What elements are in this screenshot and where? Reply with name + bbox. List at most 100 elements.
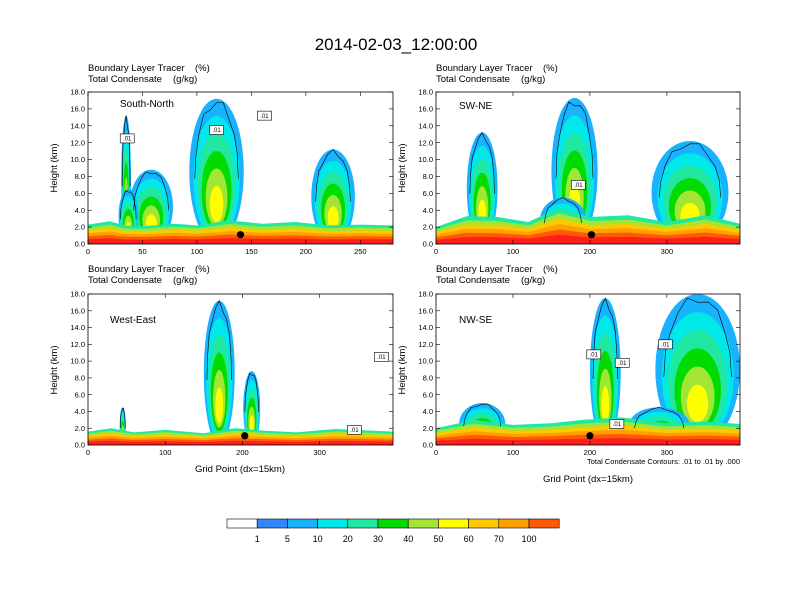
x-tick-label: 200 <box>300 247 313 256</box>
y-tick-label: 18.0 <box>418 88 433 97</box>
colorbar-bin-4 <box>347 518 379 529</box>
panel-subtitle-condensate-unit: (g/kg) <box>173 275 197 286</box>
contour-label-box-0 <box>586 349 602 360</box>
plot-frame <box>435 293 741 446</box>
condensate-contour-1 <box>663 297 732 378</box>
chart-title: 2014-02-03_12:00:00 <box>315 35 478 54</box>
y-tick-label: 18.0 <box>70 290 85 299</box>
colorbar: 1 5 10 20 30 40 50 60 70 100 <box>226 518 560 544</box>
contour-label-box-1 <box>347 425 362 435</box>
x-tick-label: 0 <box>434 448 438 457</box>
x-axis-label: Grid Point (dx=15km) <box>195 464 285 475</box>
condensate-contour-0 <box>121 115 131 187</box>
location-marker <box>236 231 245 239</box>
contour-label-2: .01 <box>212 128 221 134</box>
y-tick-label: 2.0 <box>75 223 85 232</box>
cross-section-label: SW-NE <box>459 101 492 112</box>
condensate-contour-2 <box>463 403 501 427</box>
y-tick-label: 6.0 <box>423 189 433 198</box>
y-tick-label: 0.0 <box>423 240 433 249</box>
y-axis-label: Height (km) <box>397 345 408 394</box>
y-tick-label: 14.0 <box>70 323 85 332</box>
colorbar-bin-3 <box>317 518 349 529</box>
plot-frame <box>87 293 394 446</box>
condensate-contour-2 <box>119 407 126 429</box>
y-tick-label: 14.0 <box>70 121 85 130</box>
condensate-contour-1 <box>244 372 259 412</box>
y-tick-label: 16.0 <box>418 306 433 315</box>
colorbar-tick-label: 20 <box>343 534 353 544</box>
contour-label-1: .01 <box>350 428 359 434</box>
y-axis-label: Height (km) <box>49 143 60 192</box>
axis-ticks: 0.0 2.0 4.0 6.0 8.0 10.0 12.0 14.0 16.0 18.0 0 50 10… <box>70 88 393 256</box>
surface-layer-band-5 <box>88 238 393 244</box>
plot-area: .01 .01 <box>88 299 393 445</box>
contour-label-box-3 <box>609 419 625 429</box>
y-tick-label: 12.0 <box>70 340 85 349</box>
panel-subtitle-tracer: Boundary Layer Tracer <box>88 264 185 275</box>
tracer-plume-0-level-5 <box>215 387 224 424</box>
y-tick-label: 0.0 <box>75 441 85 450</box>
contour-label-box-1 <box>119 133 135 144</box>
panel-sw-ne: Boundary Layer Tracer (%) Total Condensa… <box>397 63 741 256</box>
contour-label-box-0 <box>571 180 586 190</box>
y-tick-label: 16.0 <box>70 306 85 315</box>
condensate-contour-1 <box>555 101 594 179</box>
x-tick-label: 100 <box>191 247 204 256</box>
contour-label-box-0 <box>257 110 272 121</box>
x-tick-label: 300 <box>661 448 674 457</box>
colorbar-tick-label: 5 <box>285 534 290 544</box>
x-tick-label: 100 <box>507 448 520 457</box>
y-tick-label: 4.0 <box>75 407 85 416</box>
colorbar-bin-0 <box>226 518 258 529</box>
colorbar-bin-6 <box>407 518 439 529</box>
colorbar-tick-label: 30 <box>373 534 383 544</box>
y-tick-label: 6.0 <box>75 189 85 198</box>
colorbar-bin-10 <box>528 518 560 529</box>
condensate-contour-4 <box>120 190 137 220</box>
y-tick-label: 18.0 <box>70 88 85 97</box>
panel-subtitle-tracer-unit: (%) <box>195 264 210 275</box>
contour-label-box-1 <box>614 357 630 368</box>
x-tick-label: 200 <box>584 247 597 256</box>
y-tick-label: 18.0 <box>418 290 433 299</box>
contour-label-2: .01 <box>661 343 670 349</box>
x-tick-label: 200 <box>236 448 249 457</box>
y-axis-label: Height (km) <box>397 143 408 192</box>
y-axis-label: Height (km) <box>49 345 60 394</box>
y-tick-label: 12.0 <box>70 138 85 147</box>
y-tick-label: 2.0 <box>423 424 433 433</box>
y-tick-label: 4.0 <box>423 407 433 416</box>
tracer-plume-3-level-5 <box>327 206 339 230</box>
x-axis-label: Grid Point (dx=15km) <box>543 474 633 485</box>
contour-label-box-0 <box>374 352 389 362</box>
location-marker <box>241 432 249 440</box>
colorbar-bin-1 <box>256 518 288 529</box>
y-tick-label: 10.0 <box>418 357 433 366</box>
contour-label-0: .01 <box>260 114 269 120</box>
colorbar-tick-label: 70 <box>494 534 504 544</box>
contour-label-box-2 <box>209 125 224 135</box>
tracer-plume-2-level-5 <box>209 185 224 223</box>
colorbar-tick-label: 60 <box>464 534 474 544</box>
panel-subtitle-tracer: Boundary Layer Tracer <box>436 63 533 74</box>
y-tick-label: 12.0 <box>418 340 433 349</box>
x-tick-label: 150 <box>245 247 258 256</box>
surface-layer-band-5 <box>436 234 740 244</box>
y-tick-label: 10.0 <box>70 357 85 366</box>
panel-subtitle-condensate: Total Condensate <box>436 74 510 85</box>
tracer-plume-1-level-5 <box>687 384 709 423</box>
contour-label-0: .01 <box>574 183 583 189</box>
contour-note: Total Condensate Contours: .01 to .01 by… <box>587 457 740 466</box>
x-tick-label: 200 <box>584 448 597 457</box>
y-tick-label: 10.0 <box>418 155 433 164</box>
y-tick-label: 12.0 <box>418 138 433 147</box>
panel-subtitle-tracer: Boundary Layer Tracer <box>88 63 185 74</box>
y-tick-label: 14.0 <box>418 121 433 130</box>
tracer-plume-0-level-5 <box>601 386 610 423</box>
colorbar-tick-label: 100 <box>521 534 536 544</box>
x-tick-label: 250 <box>354 247 367 256</box>
x-tick-label: 0 <box>434 247 438 256</box>
y-tick-label: 0.0 <box>75 240 85 249</box>
panel-subtitle-condensate: Total Condensate <box>88 74 162 85</box>
